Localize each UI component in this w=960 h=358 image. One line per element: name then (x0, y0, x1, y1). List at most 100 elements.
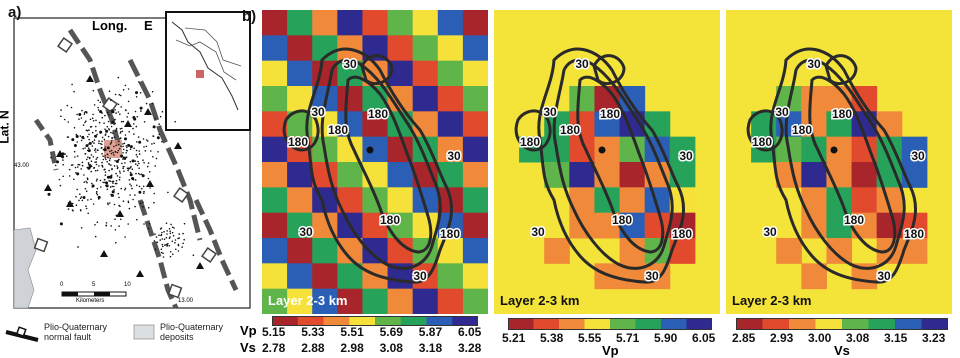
earthquake-dot (87, 212, 89, 215)
earthquake-dot (111, 120, 115, 124)
earthquake-dot (88, 138, 90, 141)
earthquake-dot (104, 174, 107, 176)
tomo-cell (362, 187, 389, 214)
earthquake-dot (170, 223, 172, 226)
earthquake-dot (60, 109, 62, 111)
earthquake-dot (155, 157, 158, 160)
colorbar-1-vp-tick: 5.51 (340, 325, 364, 339)
deposits-legend-line-1: Plio-Quaternary (160, 322, 224, 332)
seismicity-contour (769, 47, 918, 284)
earthquake-dot (114, 218, 116, 220)
contour-label: 180 (904, 227, 924, 241)
earthquake-dot (118, 225, 120, 227)
colorbar-swatch (868, 318, 896, 330)
seismicity-map-svg (13, 11, 251, 310)
earthquake-dot (96, 133, 98, 136)
earthquake-dot (107, 202, 109, 204)
tomo-cell (594, 136, 621, 163)
colorbar-3-tick: 2.85 (732, 331, 756, 345)
earthquake-dot (145, 139, 148, 141)
earthquake-dot (93, 139, 96, 141)
earthquake-dot (136, 156, 139, 158)
earthquake-dot (127, 88, 130, 90)
earthquake-dot (163, 238, 166, 241)
tomo-cell (826, 136, 853, 163)
earthquake-dot (76, 166, 79, 168)
earthquake-dot (94, 149, 96, 151)
contour-label-halo: 30 (531, 225, 545, 239)
earthquake-dot (73, 90, 75, 93)
earthquake-dot (85, 205, 87, 207)
fault-legend-symbol (5, 326, 39, 342)
earthquake-dot (154, 233, 156, 235)
earthquake-dot (113, 189, 115, 191)
earthquake-dot (86, 135, 89, 138)
earthquake-dot (155, 236, 158, 238)
earthquake-dot (172, 253, 174, 256)
earthquake-dot (99, 132, 102, 134)
earthquake-dot (124, 158, 126, 160)
earthquake-dot (90, 160, 93, 162)
latitude-tick: 43.00 (14, 163, 30, 169)
earthquake-dot (122, 152, 124, 154)
earthquake-dot (148, 222, 151, 225)
earthquake-dot (111, 167, 113, 170)
contour-label: 180 (792, 123, 812, 137)
earthquake-dot (71, 202, 74, 205)
earthquake-dot (120, 154, 124, 158)
earthquake-dot (101, 136, 104, 139)
earthquake-dot (177, 250, 180, 252)
earthquake-dot (97, 109, 100, 111)
study-area-box (104, 140, 122, 158)
tomography-panel-vp: 30 30 180 180 30 30 180 180 180 180 30 30 180 180 30 30… (494, 10, 720, 314)
earthquake-dot (177, 243, 180, 246)
tomo-cell (851, 162, 878, 188)
earthquake-dot (136, 164, 139, 167)
earthquake-dot (178, 233, 180, 235)
earthquake-dot (106, 175, 110, 179)
earthquake-dot (129, 173, 133, 177)
earthquake-dot (88, 164, 92, 168)
colorbar-1-vs-tick: 2.98 (340, 341, 364, 355)
earthquake-dot (124, 137, 127, 141)
earthquake-dot (73, 127, 76, 129)
contour-label-halo: 180 (832, 107, 852, 121)
layer-label-3: Layer 2-3 km (732, 293, 812, 308)
earthquake-dot (117, 149, 120, 152)
tomo-cell (776, 162, 802, 188)
contour-label: 180 (844, 213, 864, 227)
earthquake-dot (86, 181, 88, 184)
earthquake-dot (117, 192, 120, 195)
tomo-cell (287, 212, 313, 239)
earthquake-dot (98, 121, 101, 124)
earthquake-dot (75, 135, 79, 138)
earthquake-dot (116, 167, 119, 170)
tomo-cell (362, 238, 389, 264)
earthquake-dot (175, 248, 177, 251)
tomo-cell (337, 111, 363, 138)
earthquake-dot (101, 164, 103, 167)
inset-map (165, 11, 251, 131)
earthquake-dot (80, 117, 83, 119)
earthquake-dot (107, 203, 109, 206)
earthquake-dot (135, 96, 138, 98)
earthquake-dot (118, 196, 120, 199)
earthquake-dot (144, 150, 147, 152)
earthquake-dot (109, 186, 112, 188)
earthquake-dot (98, 140, 100, 142)
colorbar-swatch (736, 318, 763, 330)
earthquake-dot (102, 158, 105, 161)
earthquake-dot (79, 193, 81, 195)
earthquake-dot (105, 181, 109, 185)
earthquake-dot (153, 192, 155, 195)
colorbar-swatch (297, 316, 324, 326)
earthquake-dot (87, 162, 90, 164)
earthquake-dot (140, 173, 143, 176)
earthquake-dot (85, 207, 88, 210)
contour-label: 30 (299, 225, 313, 239)
earthquake-dot (162, 256, 165, 258)
contour-label-halo: 30 (911, 149, 925, 163)
tomo-cell (312, 238, 338, 264)
earthquake-dot (117, 76, 120, 79)
earthquake-dot (134, 110, 137, 113)
